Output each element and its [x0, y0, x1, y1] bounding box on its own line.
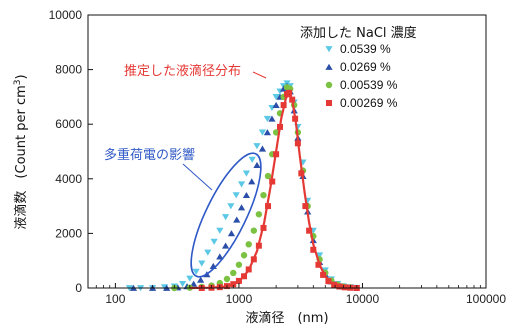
data-point — [310, 246, 317, 253]
data-point — [250, 227, 258, 234]
data-point — [235, 261, 243, 268]
data-point — [253, 161, 261, 169]
data-point — [264, 172, 272, 180]
y-axis-title-close: ) — [14, 74, 29, 79]
data-point — [242, 191, 251, 199]
legend-marker-4 — [326, 100, 332, 106]
data-point — [190, 280, 198, 287]
y-axis-title-main: 液滴数 — [13, 191, 29, 230]
data-point — [258, 129, 267, 136]
multicharge-ellipse — [190, 152, 262, 278]
y-tick-label: 0 — [75, 281, 82, 295]
x-tick-label: 10000 — [346, 292, 380, 306]
data-point — [258, 145, 267, 152]
series-1 — [125, 80, 361, 292]
legend-label-2: 0.0269 % — [340, 60, 391, 74]
annotation-fit: 推定した液滴径分布 — [124, 63, 241, 79]
data-point — [253, 143, 261, 150]
data-point — [232, 192, 240, 199]
legend-title: 添加した NaCl 濃度 — [300, 25, 417, 41]
y-tick-label: 8000 — [55, 63, 82, 77]
data-point — [216, 227, 224, 234]
data-point — [198, 260, 206, 267]
data-point — [227, 203, 235, 210]
fitted-curve — [189, 90, 357, 290]
series-4 — [198, 89, 360, 291]
legend-label-1: 0.0539 % — [340, 42, 391, 56]
y-axis-title: 液滴数 (Count per cm3) — [13, 74, 29, 229]
data-point — [222, 242, 230, 249]
data-point — [242, 170, 251, 177]
data-point — [186, 275, 194, 282]
data-point — [204, 249, 212, 256]
data-point — [192, 268, 200, 275]
y-tick-label: 6000 — [55, 117, 82, 131]
data-point — [320, 271, 327, 278]
data-point — [216, 253, 224, 260]
data-point — [272, 94, 280, 101]
data-point — [272, 101, 280, 108]
x-tick-label: 100 — [105, 292, 125, 306]
data-point — [260, 191, 267, 199]
data-point — [263, 129, 272, 136]
data-point — [325, 278, 332, 285]
data-point — [237, 181, 246, 188]
legend-label-4: 0.00269 % — [340, 96, 398, 110]
data-point — [315, 261, 322, 268]
data-point — [223, 275, 231, 283]
data-point — [179, 281, 187, 288]
x-axis-title: 液滴径 (nm) — [245, 310, 328, 326]
data-point — [268, 115, 276, 122]
legend-marker-3 — [325, 81, 333, 89]
legend-marker-1 — [325, 46, 333, 53]
data-point — [240, 252, 248, 259]
data-point — [210, 238, 218, 245]
data-point — [230, 269, 237, 277]
y-axis-title-unit: (Count per cm — [14, 85, 29, 178]
data-point — [302, 203, 309, 210]
data-point — [227, 230, 236, 237]
data-point — [197, 276, 205, 283]
data-point — [263, 115, 272, 122]
y-tick-label: 4000 — [55, 172, 82, 186]
data-point — [316, 252, 324, 259]
legend-label-3: 0.00539 % — [340, 78, 398, 92]
x-tick-label: 1000 — [226, 292, 253, 306]
data-point — [248, 178, 256, 185]
data-point — [306, 227, 313, 234]
y-axis-title-sup: 3 — [13, 79, 23, 85]
y-tick-label: 2000 — [55, 226, 82, 240]
data-point — [245, 241, 252, 248]
annotation-fit-leader — [252, 71, 267, 79]
data-point — [248, 156, 256, 163]
data-point — [237, 204, 246, 211]
legend-marker-2 — [325, 63, 333, 70]
x-tick-label: 100000 — [466, 292, 506, 306]
annotation-multicharge: 多重荷電の影響 — [104, 147, 195, 163]
y-tick-label: 10000 — [49, 8, 83, 22]
data-point — [222, 214, 230, 221]
series-3 — [171, 84, 354, 292]
data-point — [233, 216, 241, 223]
plot-frame — [87, 14, 487, 289]
annotation-multicharge-leader — [182, 163, 213, 191]
data-point — [255, 211, 263, 218]
